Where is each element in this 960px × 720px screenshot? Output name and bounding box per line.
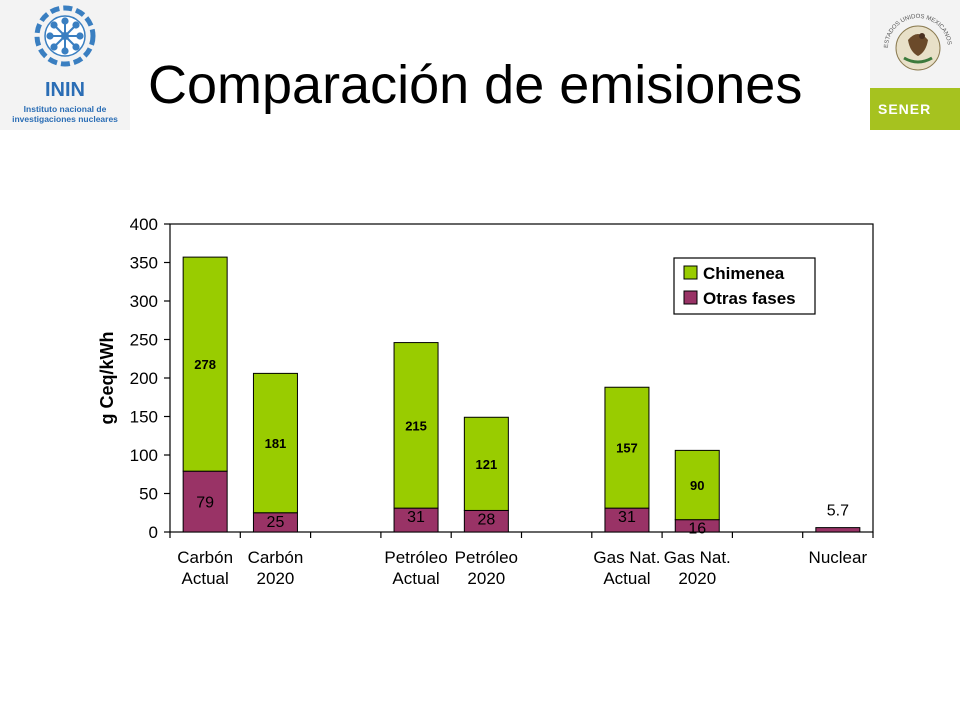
bar-chimenea	[674, 449, 720, 521]
x-tick-label: Actual	[392, 569, 439, 588]
page-title: Comparación de emisiones	[148, 55, 803, 115]
legend-label: Chimenea	[703, 264, 785, 283]
sener-logo: ESTADOS UNIDOS MEXICANOS SENER	[870, 0, 960, 130]
legend-swatch	[683, 265, 698, 280]
bar-otras-fases	[182, 470, 228, 533]
data-label-otras-fases: 79	[196, 495, 214, 512]
x-tick-label: Petróleo	[455, 548, 518, 567]
y-tick-label: 350	[130, 254, 158, 273]
x-tick-label: Petróleo	[384, 548, 447, 567]
x-tick-label: Gas Nat.	[593, 548, 660, 567]
data-label-otras-fases: 5.7	[827, 503, 849, 520]
y-tick-label: 200	[130, 369, 158, 388]
bar-chimenea	[182, 256, 228, 472]
legend-label: Otras fases	[703, 289, 796, 308]
y-tick-label: 50	[139, 485, 158, 504]
y-tick-label: 400	[130, 215, 158, 234]
data-label-chimenea: 215	[405, 418, 427, 433]
data-label-chimenea: 181	[265, 436, 287, 451]
x-tick-label: 2020	[467, 569, 505, 588]
x-tick-label: 2020	[257, 569, 295, 588]
x-tick-label: Carbón	[248, 548, 304, 567]
legend-swatch	[683, 290, 698, 305]
x-tick-label: Gas Nat.	[664, 548, 731, 567]
x-tick-label: Carbón	[177, 548, 233, 567]
data-label-otras-fases: 28	[477, 511, 495, 528]
inin-emblem-icon	[34, 5, 96, 67]
y-tick-label: 100	[130, 446, 158, 465]
data-label-chimenea: 157	[616, 441, 638, 456]
data-label-otras-fases: 31	[618, 509, 636, 526]
data-label-otras-fases: 25	[267, 514, 285, 531]
x-tick-label: Nuclear	[809, 548, 868, 567]
bar-chimenea	[393, 342, 439, 509]
y-tick-label: 150	[130, 408, 158, 427]
sener-label: SENER	[870, 88, 960, 130]
data-label-otras-fases: 31	[407, 509, 425, 526]
y-axis-title: g Ceq/kWh	[97, 332, 117, 425]
inin-logo: ININ Instituto nacional de investigacion…	[0, 0, 130, 130]
bar-chimenea	[604, 386, 650, 509]
bar-chimenea	[463, 416, 509, 511]
bar-chimenea	[252, 372, 298, 514]
inin-line2: investigaciones nucleares	[12, 114, 118, 124]
x-tick-label: 2020	[678, 569, 716, 588]
x-tick-label: Actual	[603, 569, 650, 588]
data-label-otras-fases: 16	[688, 521, 706, 538]
data-label-chimenea: 90	[690, 478, 704, 493]
inin-line1: Instituto nacional de	[24, 104, 107, 114]
x-tick-label: Actual	[182, 569, 229, 588]
y-tick-label: 300	[130, 292, 158, 311]
mexican-seal-icon: ESTADOS UNIDOS MEXICANOS	[884, 14, 952, 71]
y-tick-label: 250	[130, 331, 158, 350]
bar-otras-fases	[815, 527, 861, 533]
data-label-chimenea: 121	[475, 457, 497, 472]
data-label-chimenea: 278	[194, 357, 216, 372]
inin-acronym: ININ	[45, 79, 85, 101]
y-tick-label: 0	[149, 523, 158, 542]
